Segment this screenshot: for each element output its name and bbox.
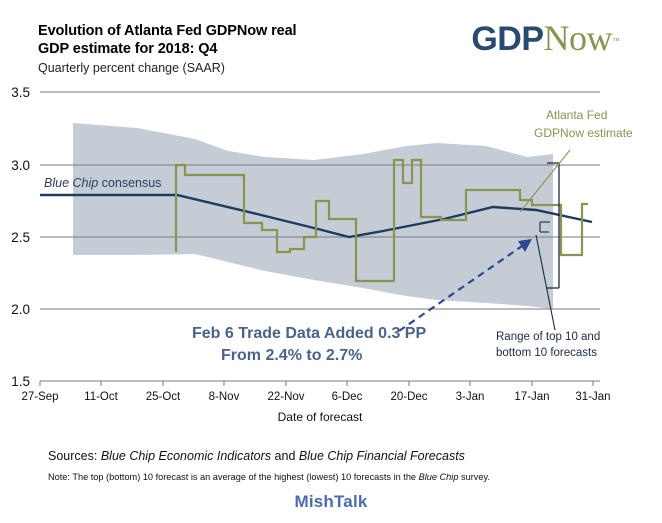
page-title-line-2: GDP estimate for 2018: Q4 <box>38 41 218 57</box>
footnote-italic: Blue Chip <box>418 472 459 482</box>
mishtalk-watermark: MishTalk <box>294 492 368 511</box>
x-axis-ticks <box>39 381 594 386</box>
x-axis-title: Date of forecast <box>278 410 363 424</box>
gdpnow-estimate-line <box>174 158 588 283</box>
x-tick-label-6: 20-Dec <box>390 391 427 403</box>
range-forecasts-label-line1: Range of top 10 and <box>496 331 600 343</box>
chart-title-block: Evolution of Atlanta Fed GDPNow real GDP… <box>38 22 398 76</box>
chart-subtitle: Quarterly percent change (SAAR) <box>38 61 225 75</box>
x-tick-label-0: 27-Sep <box>21 391 58 403</box>
page-title-line-1: Evolution of Atlanta Fed GDPNow real <box>38 23 297 39</box>
consensus-range-tick <box>539 221 550 233</box>
x-tick-label-4: 22-Nov <box>267 391 304 403</box>
gdpnow-label-leader-line <box>519 149 571 213</box>
sources-mid: and <box>271 449 299 463</box>
y-tick-label-3-5: 3.5 <box>11 85 30 100</box>
x-tick-label-5: 6-Dec <box>332 391 363 403</box>
sources-prefix: Sources: <box>48 449 98 463</box>
range-label-leader-line <box>535 234 556 331</box>
sources-line: Sources: Blue Chip Economic Indicators a… <box>48 449 465 463</box>
x-tick-label-8: 17-Jan <box>514 391 549 403</box>
blue-chip-consensus-line <box>40 193 593 239</box>
y-tick-label-3-0: 3.0 <box>11 158 30 173</box>
blue-chip-consensus-label: Blue Chip consensus <box>44 176 161 190</box>
x-tick-label-1: 11-Oct <box>84 391 118 403</box>
x-tick-label-9: 31-Jan <box>575 391 610 403</box>
logo-now-text: Now <box>543 18 613 58</box>
logo-trademark-icon: ™ <box>612 36 620 46</box>
x-tick-label-2: 25-Oct <box>146 391 181 403</box>
x-tick-label-7: 3-Jan <box>456 391 485 403</box>
trade-data-callout-line1: Feb 6 Trade Data Added 0.3 PP <box>192 325 426 342</box>
y-tick-label-1-5: 1.5 <box>11 374 30 389</box>
x-tick-label-3: 8-Nov <box>209 391 240 403</box>
forecast-range-band <box>73 123 553 309</box>
forecast-range-bracket <box>547 162 560 289</box>
sources-italic-1: Blue Chip Economic Indicators <box>100 449 272 463</box>
footnote-line: Note: The top (bottom) 10 forecast is an… <box>48 472 490 482</box>
trade-data-callout-arrow <box>398 239 532 332</box>
y-tick-label-2-0: 2.0 <box>11 302 30 317</box>
footnote-prefix: Note: The top (bottom) 10 forecast is an… <box>48 472 419 482</box>
sources-italic-2: Blue Chip Financial Forecasts <box>298 449 465 463</box>
gdpnow-estimate-label-line1: Atlanta Fed <box>546 108 607 122</box>
y-tick-label-2-5: 2.5 <box>11 230 30 245</box>
gdpnow-logo: GDPNow™ <box>471 20 620 56</box>
footnote-suffix: survey. <box>458 472 490 482</box>
gdpnow-estimate-label-line2: GDPNow estimate <box>534 126 633 140</box>
blue-chip-label-rest: consensus <box>98 176 161 190</box>
blue-chip-label-italic: Blue Chip <box>44 176 98 190</box>
logo-gdp-text: GDP <box>471 20 544 58</box>
range-forecasts-label-line2: bottom 10 forecasts <box>496 347 597 359</box>
trade-data-callout-line2: From 2.4% to 2.7% <box>221 347 362 364</box>
